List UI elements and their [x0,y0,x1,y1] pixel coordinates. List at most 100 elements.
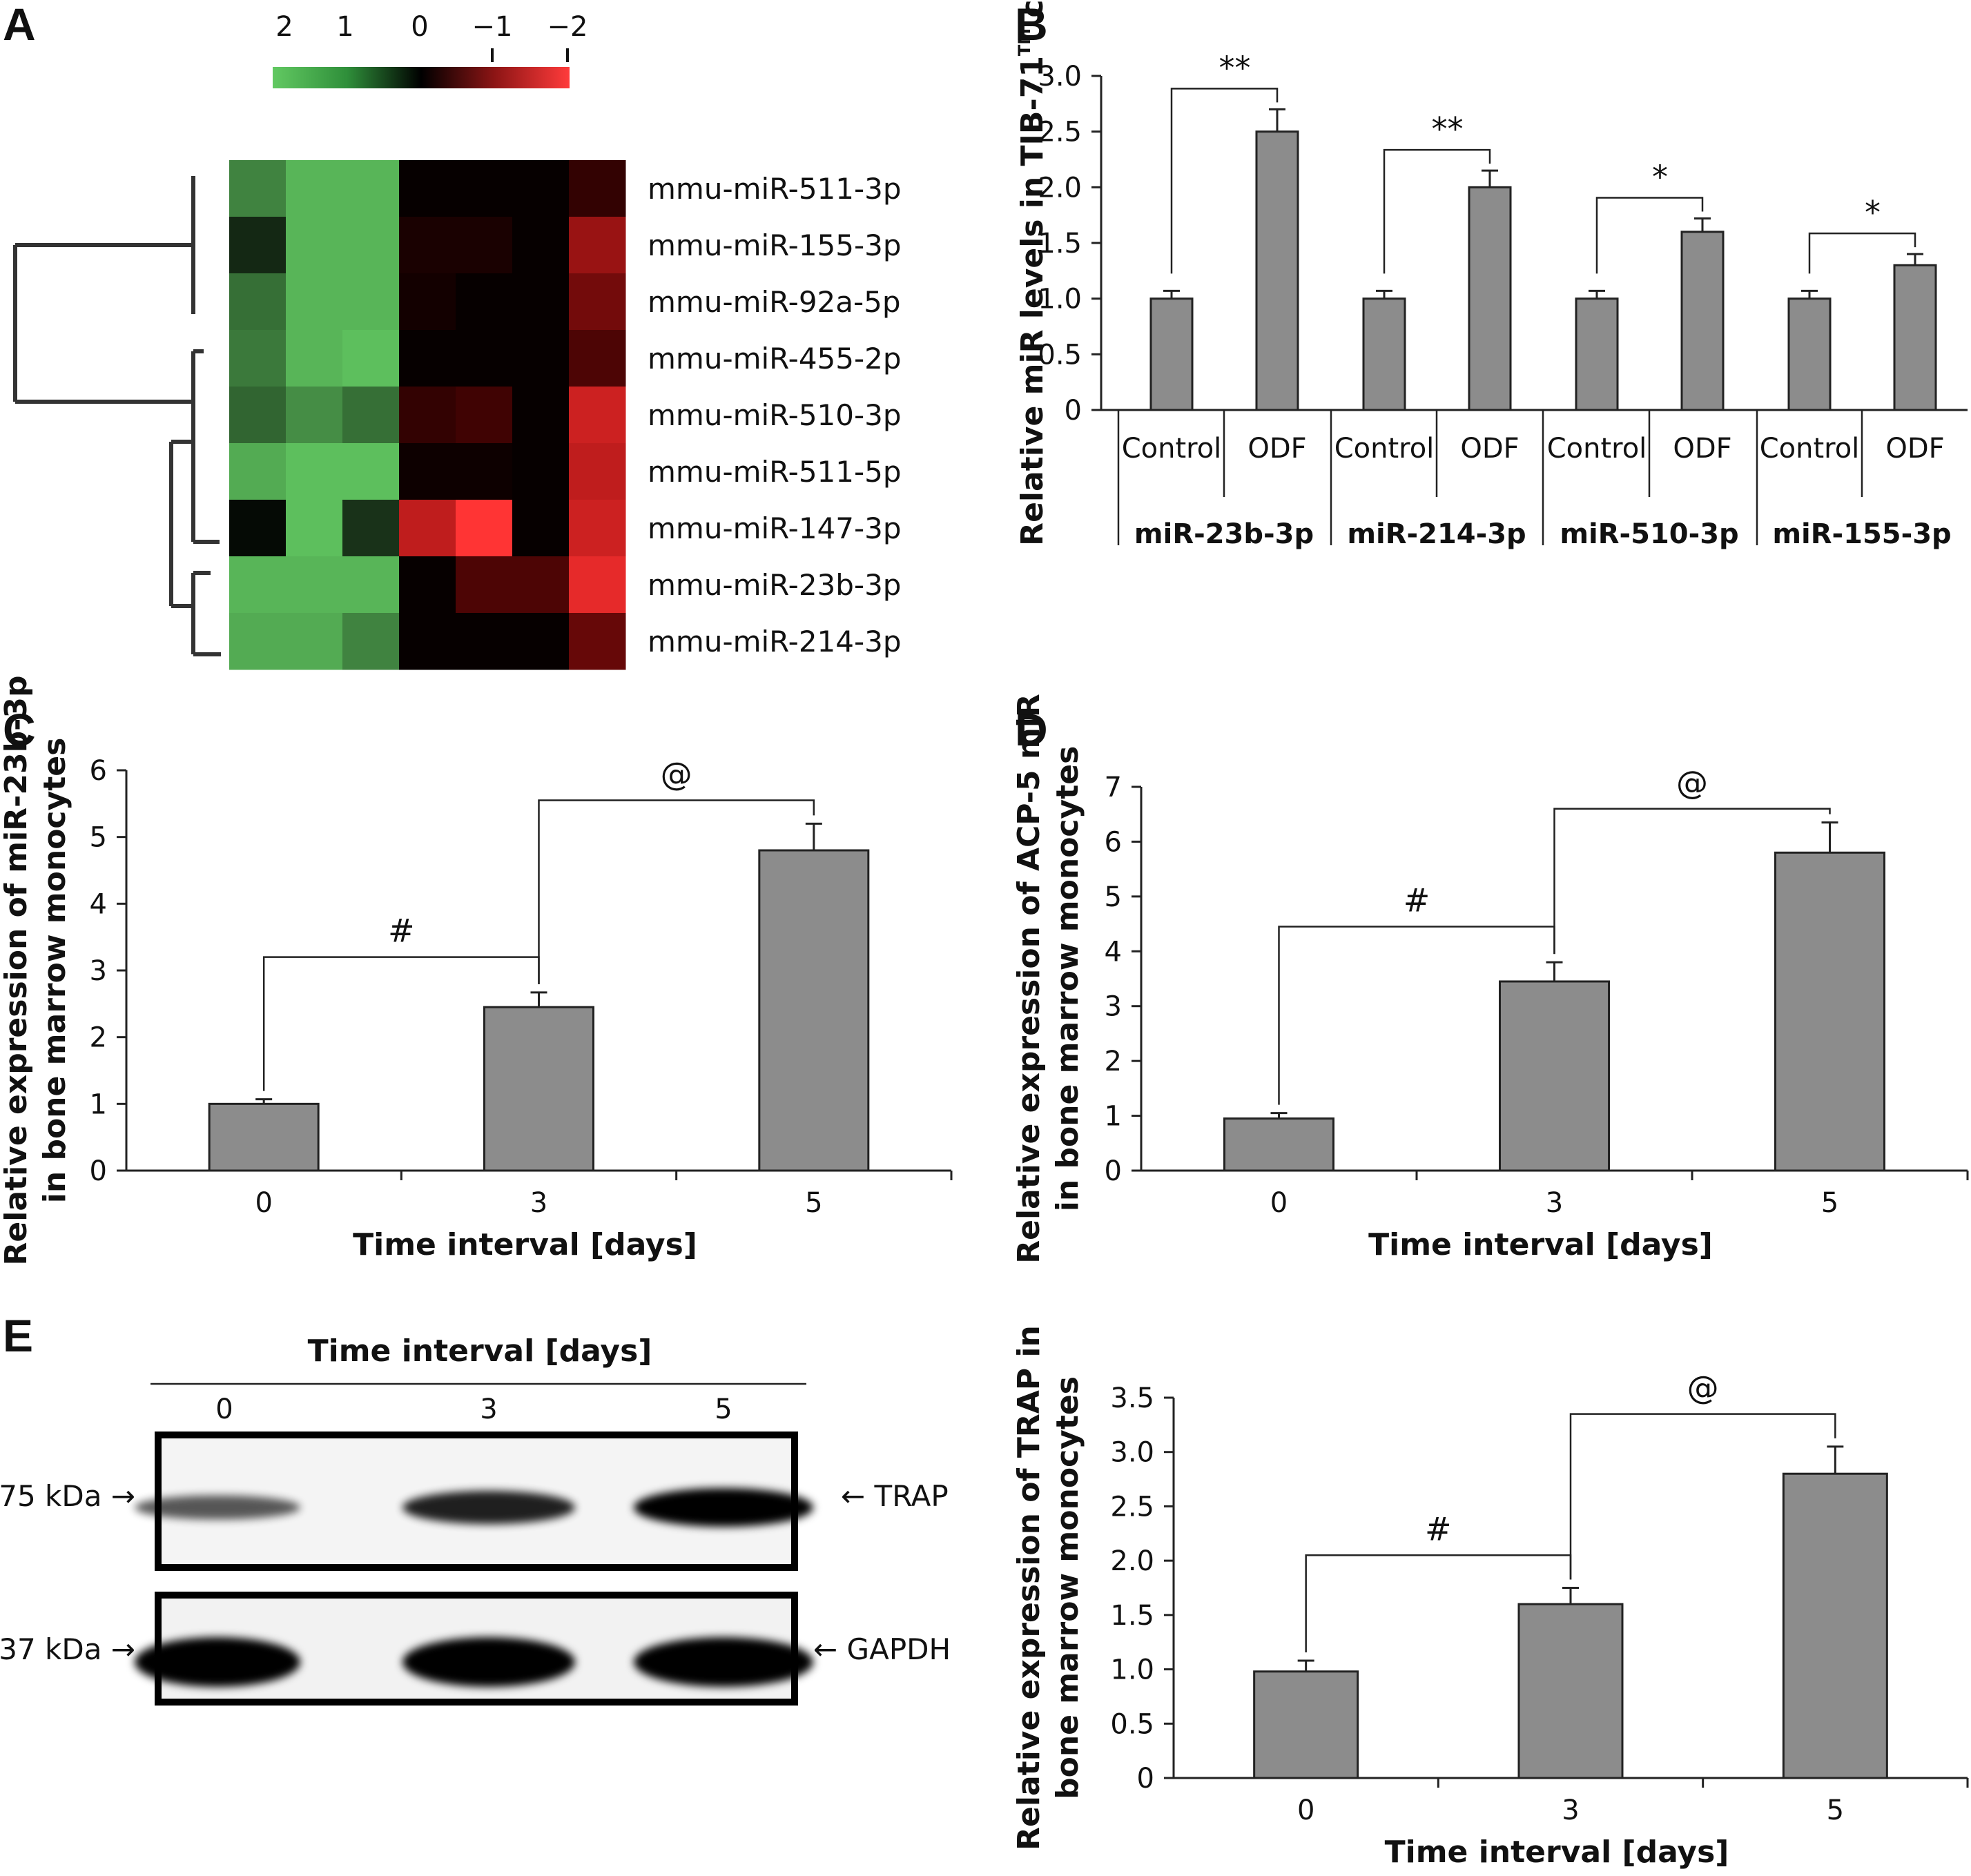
heatmap-cell [456,613,513,670]
bar [1253,1670,1359,1779]
panel-d-chart: 0 1 2 3 4 5 6 7 0 3 5 Time interval [days] Relative … [1011,694,1969,1264]
western-blot: Time interval [days] 0 3 5 75 kDa → 37 kDa… [0,1333,951,1706]
heatmap-cell [569,217,626,274]
y-tick-label: 6 [90,755,107,787]
bar [758,849,870,1172]
x-tick-label: 0 [1270,1187,1288,1219]
x-tick-label: 3 [1546,1187,1563,1219]
significance-bracket [1553,808,1831,955]
heatmap-cell [569,500,626,557]
panel-c-chart: 0 1 2 3 4 5 6 0 3 5 Time interval [days] Relative e… [0,676,953,1265]
y-tick-label: 3.0 [1038,61,1082,92]
heatmap-cell [512,500,570,557]
heatmap-row-label: mmu-miR-147-3p [648,511,902,545]
panel-label-e: E [3,1310,33,1361]
y-tick-label: 1 [90,1088,107,1120]
heatmap-cell [286,330,343,387]
condition-label: Control [1547,433,1647,465]
y-tick-label: 7 [1105,772,1122,803]
y-tick-label: 0 [1137,1763,1154,1795]
x-tick-label: 3 [530,1187,547,1219]
y-axis-label-main: Relative miR levels in TIB-71 [1015,56,1050,546]
significance-marker: ** [1432,110,1464,148]
condition-label: ODF [1885,433,1944,465]
heatmap-cell [399,500,456,557]
heatmap-cell [569,556,626,614]
heatmap-cell [512,613,570,670]
blot-title: Time interval [days] [308,1333,652,1369]
significance-bracket [1808,232,1916,274]
blot-lane-labels: 0 3 5 [215,1394,732,1425]
y-tick-label: 2.0 [1110,1545,1154,1577]
heatmap-cell [286,613,343,670]
heatmap-dendrogram [13,176,221,656]
bar [1680,231,1725,411]
blot-protein-gapdh: ← GAPDH [813,1632,951,1666]
blot-size-75kda: 75 kDa → [0,1479,135,1513]
heatmap-cell [286,443,343,500]
y-tick-label: 3.0 [1110,1437,1154,1469]
heatmap-cell [286,160,343,217]
bar [483,1006,594,1172]
blot-protein-trap: ← TRAP [841,1479,949,1513]
x-axis-label: Time interval [days] [1368,1227,1713,1262]
heatmap-cell [342,330,400,387]
heatmap-cell [512,273,570,331]
bar [1774,851,1885,1172]
condition-label: ODF [1673,433,1731,465]
heatmap-cell [229,613,287,670]
y-tick-label: 3 [90,955,107,987]
y-tick-label: 4 [90,888,107,920]
significance-bracket [538,799,815,984]
heatmap-cell [512,387,570,444]
y-tick-label: 2 [90,1022,107,1054]
panel-label-c: C [3,704,36,755]
heatmap-row-label: mmu-miR-510-3p [648,398,902,432]
colorbar-tick-label: 2 [275,11,293,43]
significance-marker: @ [1676,764,1708,801]
x-tick-label: 5 [1827,1795,1844,1826]
heatmap-cell [569,443,626,500]
blot-band [135,1495,300,1520]
heatmap-cell [456,556,513,614]
heatmap-row-labels: mmu-miR-511-3p mmu-miR-155-3p mmu-miR-92a-… [648,172,902,658]
heatmap-cell [229,387,287,444]
y-tick-label: 1.5 [1110,1600,1154,1632]
significance-marker: ** [1219,49,1251,86]
heatmap-cell [286,217,343,274]
heatmap-cell [229,330,287,387]
significance-marker: @ [661,756,692,793]
heatmap-cell [399,443,456,500]
y-axis-label-superscript: TM [1015,28,1034,56]
y-tick-label: 1.5 [1038,228,1082,260]
x-tick-label: 0 [1297,1795,1314,1826]
x-axis-label: Time interval [days] [353,1227,697,1262]
bar [208,1102,320,1172]
heatmap-panel: 2 1 0 −1 −2 mmu-miR-511-3pmmu-miR-155-3pmmu-… [13,11,902,670]
heatmap-cell [399,387,456,444]
colorbar-tick-label: 0 [411,11,428,43]
significance-marker: @ [1687,1369,1719,1407]
significance-bracket [1569,1413,1836,1580]
heatmap-cell [569,330,626,387]
bar [1575,297,1619,411]
y-tick-label: 2.5 [1110,1491,1154,1523]
panel-e-chart: 0 0.5 1.0 1.5 2.0 2.5 3.0 3.5 0 3 5 Time interval [… [1011,1325,1969,1870]
panel-label-d: D [1015,704,1048,755]
heatmap-cell [229,556,287,614]
blot-size-37kda: 37 kDa → [0,1632,135,1666]
heatmap-colorbar [273,67,570,88]
y-tick-label: 3.5 [1110,1382,1154,1414]
x-tick-label: 3 [1562,1795,1579,1826]
heatmap-cell [342,443,400,500]
heatmap-cell [286,387,343,444]
y-axis-label: Relative miR levels in TIB-71TM cells [1015,0,1050,546]
heatmap-cell [456,500,513,557]
blot-band [402,1637,575,1687]
significance-marker: * [1652,159,1668,196]
heatmap-cell [342,613,400,670]
heatmap-cell [456,443,513,500]
heatmap-cells [229,160,626,670]
condition-label: Control [1760,433,1860,465]
